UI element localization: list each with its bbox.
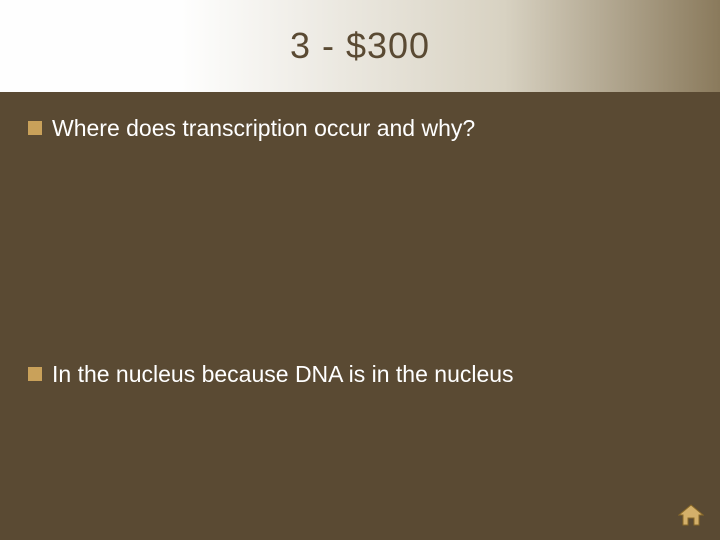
home-icon bbox=[678, 504, 704, 526]
slide-title: 3 - $300 bbox=[290, 25, 430, 67]
bullet-text: Where does transcription occur and why? bbox=[52, 114, 475, 143]
bullet-square-icon bbox=[28, 367, 42, 381]
title-band: 3 - $300 bbox=[0, 0, 720, 92]
slide-body: Where does transcription occur and why? … bbox=[0, 92, 720, 540]
bullet-item: In the nucleus because DNA is in the nuc… bbox=[28, 360, 692, 389]
bullet-item: Where does transcription occur and why? bbox=[28, 114, 692, 143]
bullet-square-icon bbox=[28, 121, 42, 135]
slide: 3 - $300 Where does transcription occur … bbox=[0, 0, 720, 540]
home-button[interactable] bbox=[678, 504, 704, 526]
bullet-text: In the nucleus because DNA is in the nuc… bbox=[52, 360, 514, 389]
